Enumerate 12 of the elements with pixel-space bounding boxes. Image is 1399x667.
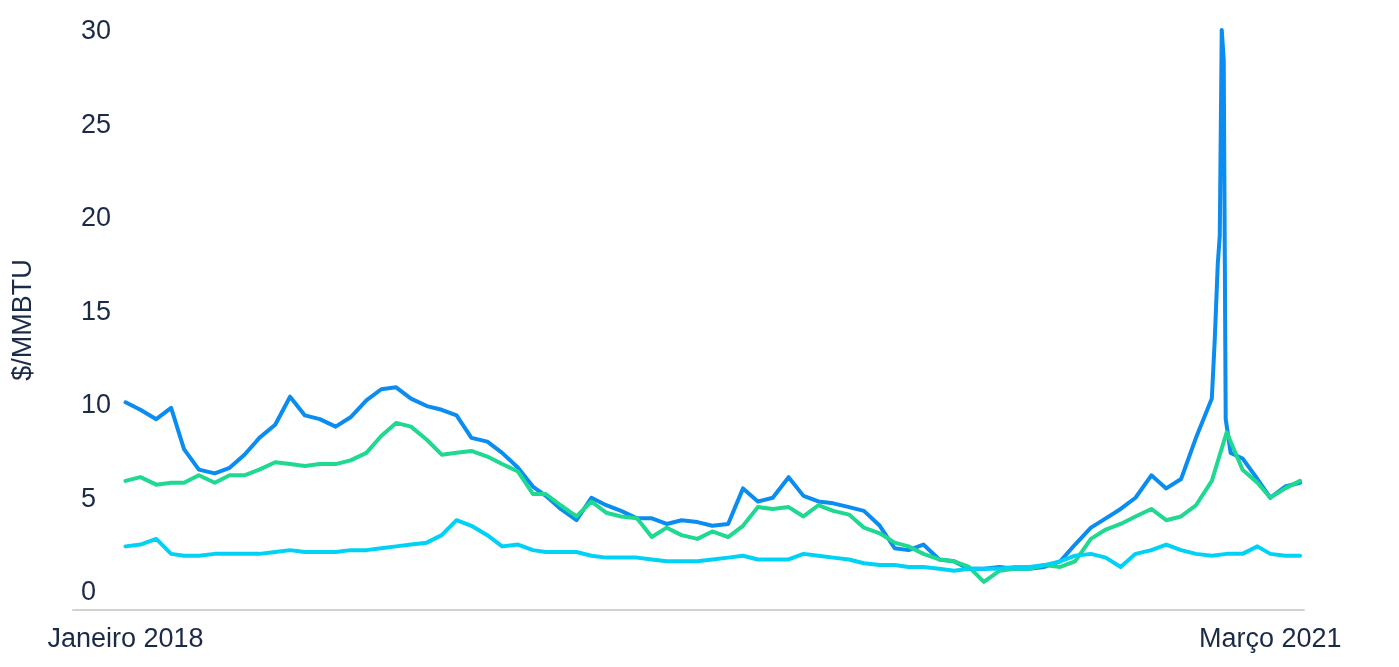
line-series [123, 420, 1303, 584]
y-tick-label: 25 [81, 108, 112, 139]
x-tick-label: Janeiro 2018 [47, 622, 204, 653]
y-tick-label: 10 [81, 389, 112, 420]
y-axis-title: $/MMBTU [6, 259, 37, 381]
y-tick-label: 0 [81, 576, 97, 607]
y-tick-label: 5 [81, 482, 97, 513]
line-series [123, 518, 1303, 573]
y-tick-label: 20 [81, 202, 112, 233]
y-tick-label: 30 [81, 15, 112, 45]
y-tick-label: 15 [81, 295, 112, 326]
x-tick-label: Março 2021 [1199, 622, 1342, 653]
